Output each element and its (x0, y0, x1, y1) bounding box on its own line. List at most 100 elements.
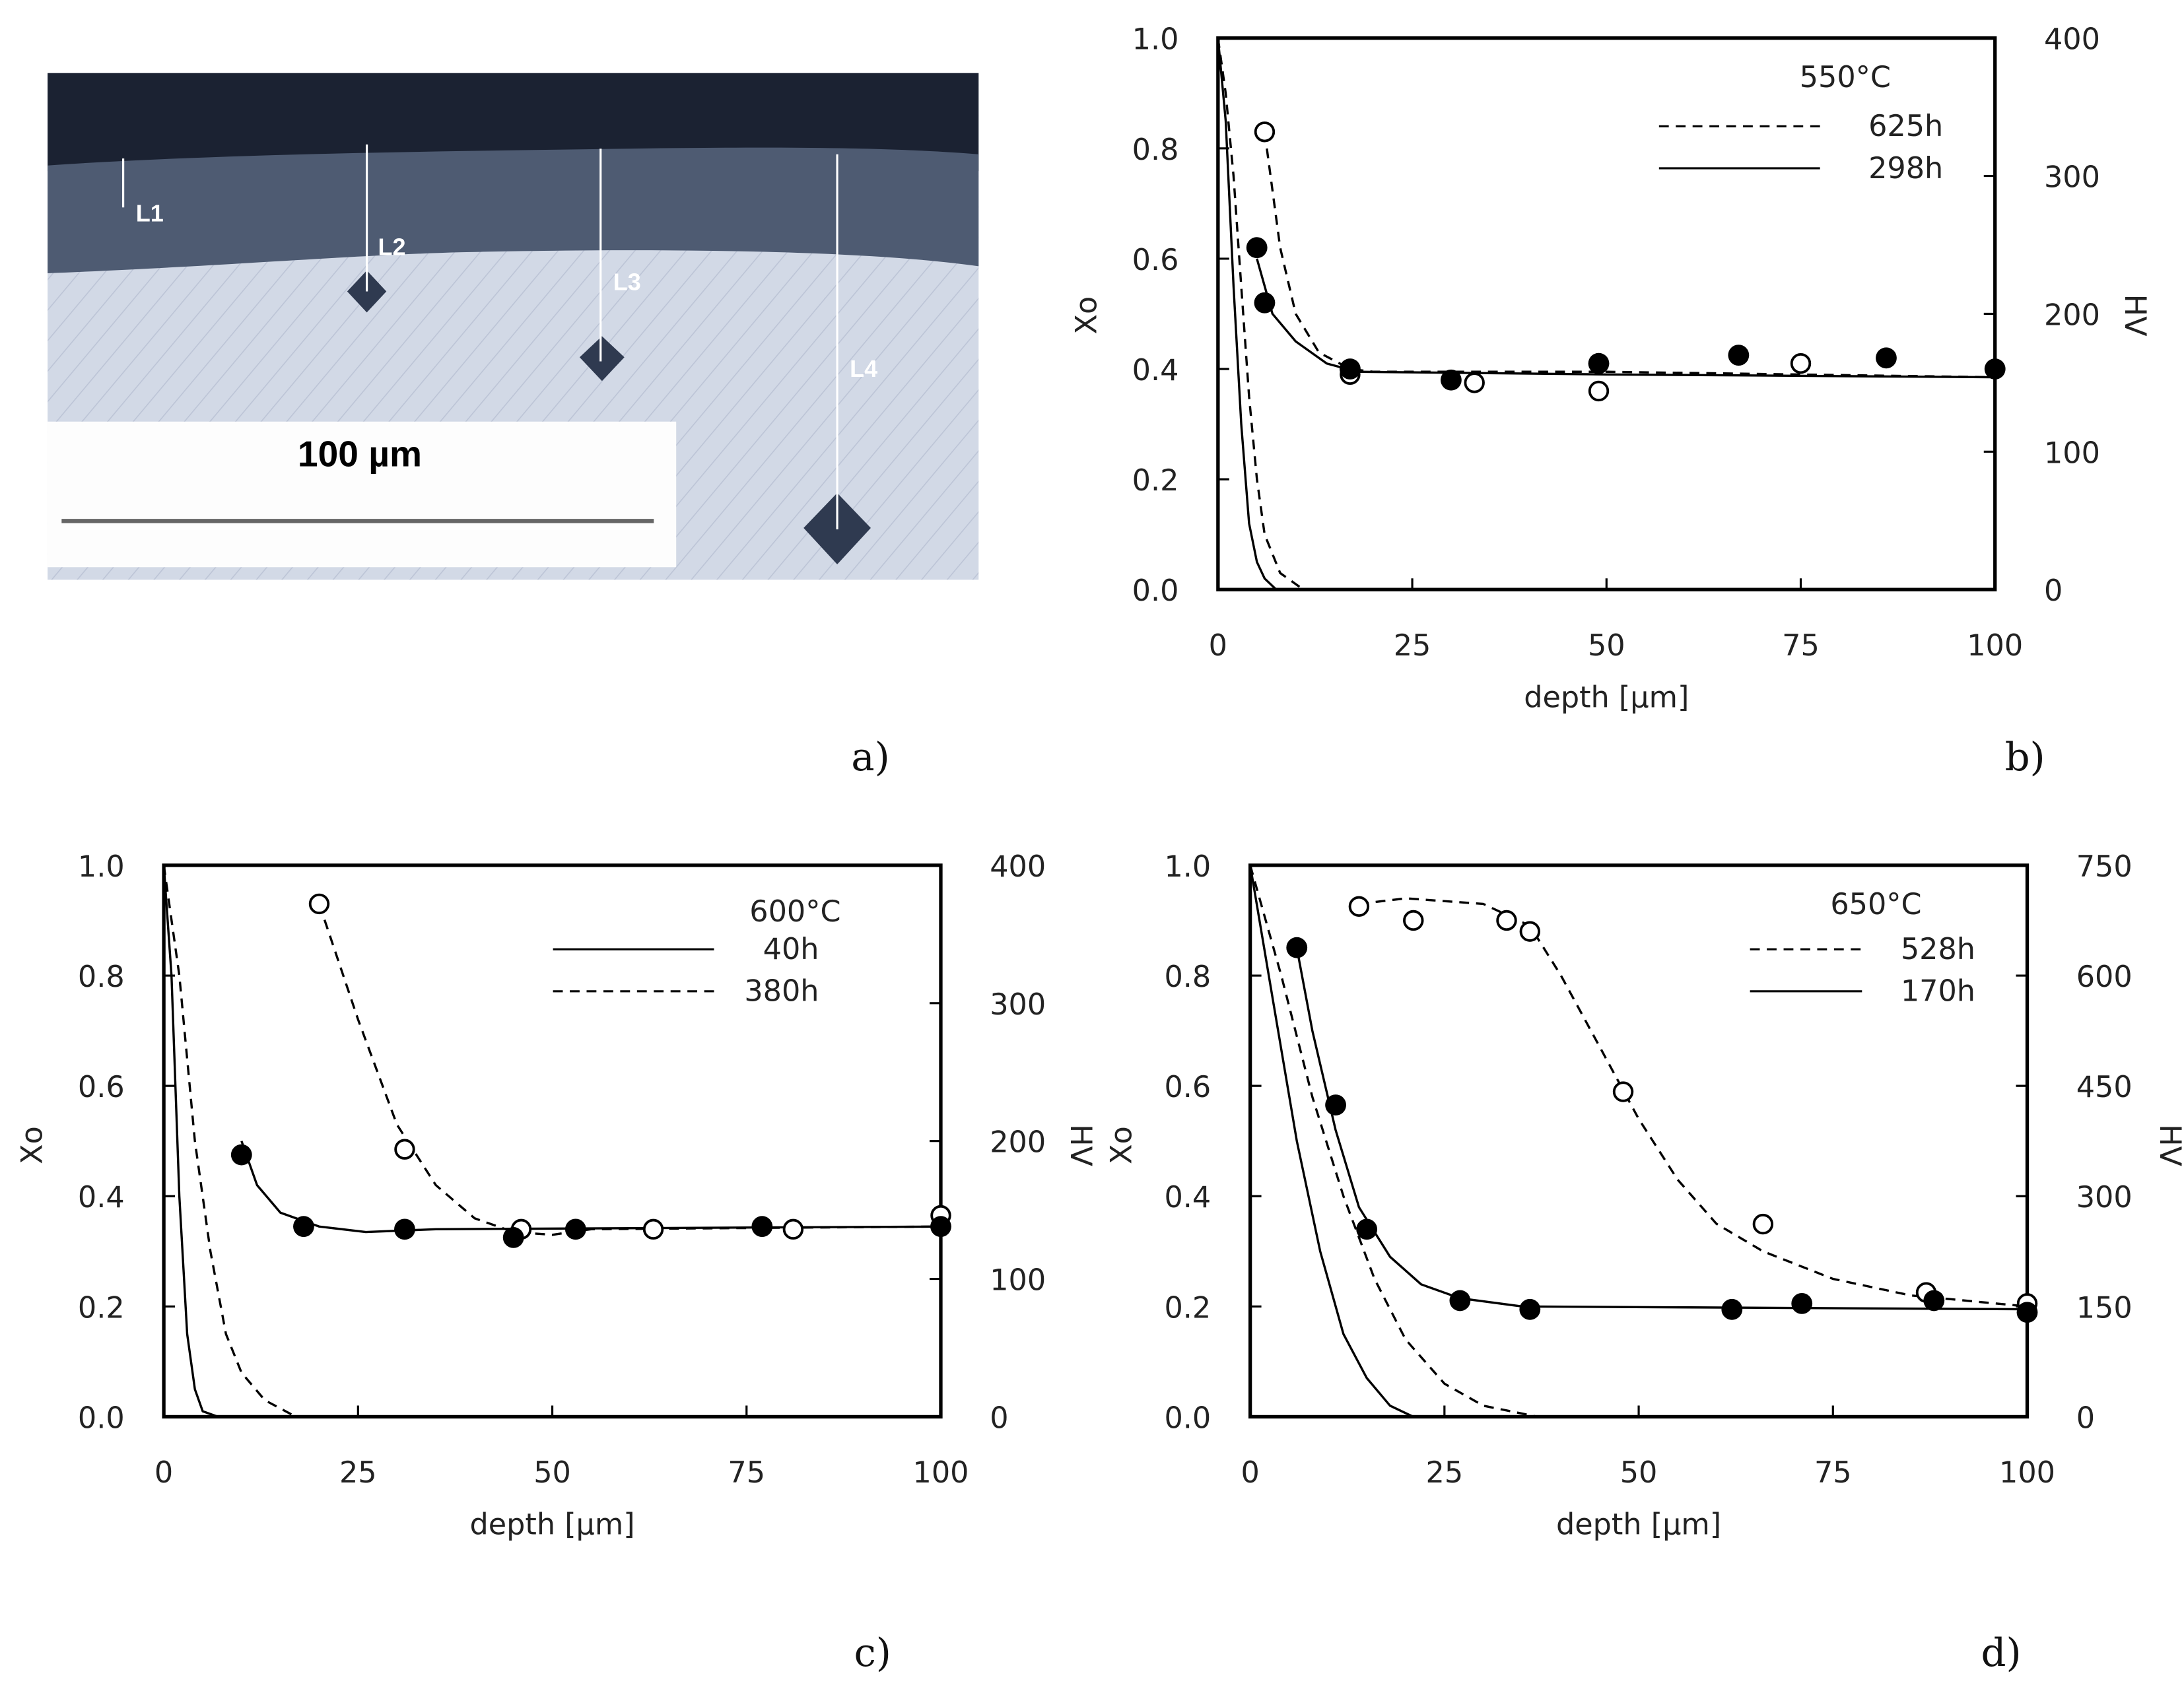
curve-298h-xo (1217, 38, 1278, 591)
legend-label: 528h (1901, 932, 1975, 966)
y2-tick-label: 100 (2044, 436, 2100, 470)
x-tick-label: 0 (1241, 1455, 1259, 1490)
curve-298h-hv (1256, 258, 1995, 379)
x-axis-label: depth [µm] (1556, 1508, 1721, 1542)
data-point-filled (1254, 292, 1276, 314)
y2-tick-label: 300 (990, 987, 1046, 1022)
marker-l1: L1 (136, 200, 164, 227)
y2-tick-label: 600 (2076, 960, 2133, 994)
data-point-filled (1984, 358, 2006, 380)
y2-tick-label: 100 (990, 1263, 1046, 1298)
y2-axis-label: HV (1064, 1124, 1098, 1166)
y-tick-label: 0.8 (1164, 960, 1211, 994)
data-point-open (1790, 352, 1812, 374)
data-point-filled (930, 1216, 951, 1238)
y-tick-label: 0.6 (78, 1070, 125, 1104)
curve-625h-xo (1217, 38, 1305, 591)
x-tick-label: 75 (728, 1455, 765, 1490)
data-point-open (308, 893, 330, 915)
legend-label: 170h (1901, 974, 1975, 1009)
data-point-filled (2016, 1302, 2038, 1323)
data-point-filled (1876, 347, 1897, 369)
y-tick-label: 0.0 (1164, 1401, 1211, 1435)
y-tick-label: 0.6 (1164, 1070, 1211, 1104)
data-point-open (782, 1218, 804, 1240)
y-axis-label: Xo (15, 1126, 50, 1164)
x-axis-label: depth [µm] (1524, 680, 1689, 714)
y2-tick-label: 0 (990, 1401, 1008, 1435)
y-tick-label: 0.8 (1132, 133, 1179, 167)
y-tick-label: 0.2 (1132, 463, 1179, 498)
x-tick-label: 25 (1426, 1455, 1464, 1490)
marker-l2: L2 (378, 233, 406, 260)
y2-tick-label: 200 (990, 1125, 1046, 1160)
y2-tick-label: 450 (2076, 1070, 2133, 1104)
data-point-open (1496, 910, 1517, 931)
data-point-open (642, 1218, 664, 1240)
data-point-filled (1923, 1290, 1945, 1312)
y-tick-label: 0.4 (1132, 353, 1179, 387)
chart-title: 650°C (1830, 887, 1921, 921)
y-tick-label: 0.8 (78, 960, 125, 994)
chart-550c: 0 25 50 75 100 0.0 0.2 0.4 0.6 0.8 1.0 0 100 200 300 40… (1069, 22, 2152, 780)
data-point-open (1254, 121, 1276, 143)
data-point-filled (230, 1144, 252, 1166)
x-tick-label: 25 (1394, 628, 1431, 663)
y2-tick-label: 400 (2044, 22, 2100, 57)
data-point-filled (1325, 1094, 1346, 1116)
y2-tick-label: 400 (990, 849, 1046, 884)
data-point-filled (1286, 937, 1308, 958)
y-tick-label: 1.0 (78, 849, 125, 884)
data-point-open (1612, 1081, 1634, 1102)
data-point-filled (1356, 1218, 1378, 1240)
y-axis-label: Xo (1104, 1126, 1138, 1164)
curve-380h-hv (318, 903, 941, 1236)
panel-label: d) (1981, 1630, 2022, 1676)
x-tick-label: 50 (533, 1455, 571, 1490)
data-point-open (1752, 1213, 1774, 1235)
y-tick-label: 1.0 (1164, 849, 1211, 884)
curve-40h-hv (240, 1141, 941, 1234)
y2-tick-label: 200 (2044, 298, 2100, 332)
plot-frame (162, 863, 943, 1419)
data-point-filled (394, 1218, 415, 1240)
data-point-open (1519, 921, 1540, 942)
chart-650c: 0 25 50 75 100 0.0 0.2 0.4 0.6 0.8 1.0 0 150 300 450 60… (1104, 849, 2184, 1676)
data-point-filled (751, 1216, 773, 1238)
curve-170h-hv (1295, 947, 2028, 1311)
curve-40h-xo (162, 865, 219, 1418)
data-point-filled (1246, 237, 1268, 259)
x-tick-label: 0 (1209, 628, 1227, 663)
x-tick-label: 75 (1782, 628, 1820, 663)
data-point-filled (1728, 345, 1750, 366)
data-point-open (1464, 372, 1485, 393)
data-point-filled (1721, 1298, 1743, 1320)
x-tick-label: 25 (339, 1455, 377, 1490)
data-point-open (1588, 380, 1610, 402)
legend-label: 298h (1868, 151, 1943, 185)
x-tick-label: 100 (1967, 628, 2023, 663)
panel-label: b) (2005, 735, 2045, 780)
y2-tick-label: 0 (2076, 1401, 2095, 1435)
y2-tick-label: 300 (2076, 1180, 2133, 1215)
x-tick-label: 0 (154, 1455, 173, 1490)
data-point-open (1348, 896, 1370, 917)
data-point-filled (1791, 1292, 1813, 1314)
data-point-filled (1449, 1290, 1471, 1312)
data-point-filled (1588, 352, 1610, 374)
y-tick-label: 1.0 (1132, 22, 1179, 57)
micrograph-photo: L1 L2 L3 L4 100 µm (48, 73, 979, 580)
y-axis-label: Xo (1069, 296, 1103, 335)
scale-bar-box (48, 421, 677, 568)
panel-label: c) (854, 1630, 891, 1676)
y2-tick-label: 150 (2076, 1290, 2133, 1325)
legend-label: 625h (1868, 109, 1943, 143)
legend-label: 380h (744, 974, 819, 1009)
chart-title: 600°C (749, 894, 840, 929)
y2-axis-label: HV (2153, 1124, 2184, 1166)
data-point-open (394, 1139, 415, 1160)
curve-380h-xo (162, 865, 297, 1418)
data-point-open (1403, 910, 1424, 931)
y2-tick-label: 0 (2044, 574, 2063, 608)
panel-label-a: a) (851, 735, 890, 780)
